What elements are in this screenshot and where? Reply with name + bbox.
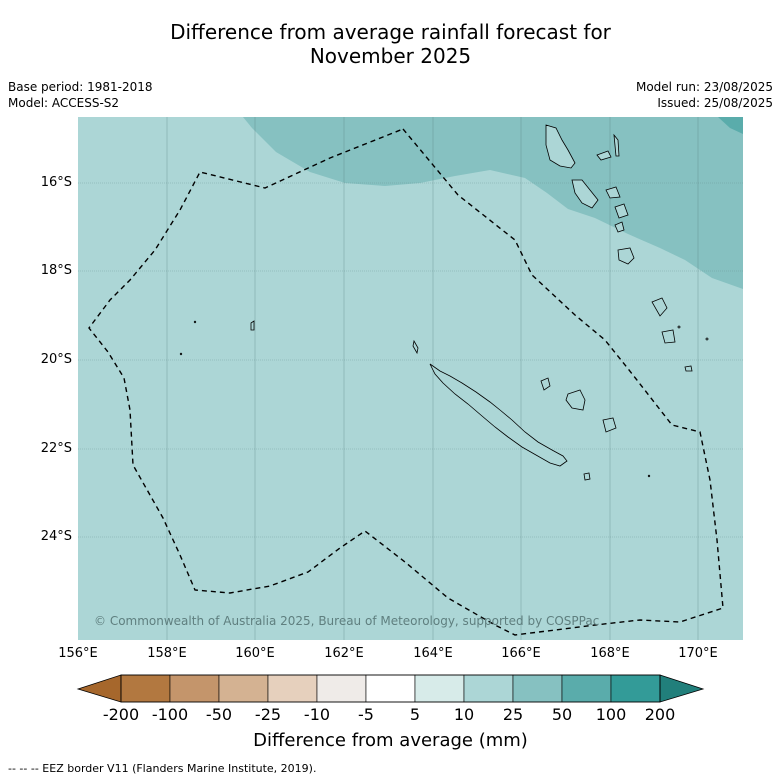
colorbar-cell — [561, 674, 612, 703]
lon-label-158e: 158°E — [147, 646, 187, 661]
run-issue-info: Model run: 23/08/2025 Issued: 25/08/2025 — [636, 79, 773, 111]
islet-c — [677, 325, 681, 329]
islet-a — [193, 320, 197, 324]
maewo — [613, 133, 620, 157]
belep-islands — [412, 339, 419, 355]
colorbar-tick-label: 100 — [595, 705, 627, 724]
lon-label-160e: 160°E — [235, 646, 275, 661]
mare — [602, 417, 617, 433]
lat-label-18s: 18°S — [40, 263, 72, 278]
lat-label-16s: 16°S — [40, 175, 72, 190]
colorbar-cell — [316, 674, 367, 703]
chart-title: Difference from average rainfall forecas… — [0, 20, 781, 68]
erromango — [617, 247, 635, 265]
isle-of-pines — [583, 472, 591, 481]
issued-text: Issued: 25/08/2025 — [657, 96, 773, 110]
efate — [614, 221, 625, 233]
colorbar-low-extend — [76, 674, 122, 703]
colorbar-frame — [120, 674, 661, 703]
lon-label-170e: 170°E — [678, 646, 718, 661]
ouvea — [540, 377, 551, 391]
colorbar-tick-label: 50 — [551, 705, 573, 724]
colorbar-tick-label: 200 — [644, 705, 676, 724]
epi-islands — [614, 203, 629, 219]
colorbar-tick-label: 25 — [502, 705, 524, 724]
islet-d — [705, 337, 709, 341]
base-model-info: Base period: 1981-2018 Model: ACCESS-S2 — [8, 79, 153, 111]
colorbar-cell — [414, 674, 465, 703]
colorbar-cells — [120, 674, 661, 703]
malekula — [571, 179, 599, 209]
lon-label-166e: 166°E — [501, 646, 541, 661]
colorbar-tick-label: -200 — [102, 705, 140, 724]
lon-label-162e: 162°E — [324, 646, 364, 661]
islet-east-2 — [684, 365, 693, 372]
colorbar-title: Difference from average (mm) — [253, 730, 528, 751]
pentecost-ambrym — [605, 186, 621, 199]
eez-footnote: -- -- -- EEZ border V11 (Flanders Marine… — [8, 762, 317, 775]
colorbar-tick-label: -5 — [358, 705, 374, 724]
band-25-50 — [243, 117, 743, 289]
gridlines — [78, 117, 743, 640]
base-period-text: Base period: 1981-2018 — [8, 80, 153, 94]
lon-label-164e: 164°E — [413, 646, 453, 661]
colorbar-tick-label: -10 — [303, 705, 331, 724]
colorbar-tick-label: -25 — [254, 705, 282, 724]
lat-label-22s: 22°S — [40, 441, 72, 456]
colorbar-cell — [610, 674, 661, 703]
lifou — [565, 389, 586, 411]
colorbar — [76, 674, 705, 703]
matthew-hunter-fiji-west — [651, 297, 668, 317]
lon-label-156e: 156°E — [58, 646, 98, 661]
model-text: Model: ACCESS-S2 — [8, 96, 120, 110]
colorbar-cell — [512, 674, 563, 703]
coastlines — [179, 124, 709, 481]
ambae — [596, 150, 612, 161]
eez-border — [88, 128, 724, 636]
islet-e — [647, 474, 651, 478]
title-line-1: Difference from average rainfall forecas… — [170, 20, 611, 44]
lat-label-20s: 20°S — [40, 352, 72, 367]
lon-label-168e: 168°E — [590, 646, 630, 661]
colorbar-cell — [463, 674, 514, 703]
new-caledonia — [429, 363, 568, 467]
colorbar-cell — [365, 674, 416, 703]
map-area — [78, 117, 743, 640]
title-line-2: November 2025 — [309, 44, 472, 68]
colorbar-tick-label: 10 — [453, 705, 475, 724]
islet-east-1 — [661, 329, 676, 344]
colorbar-high-extend — [659, 674, 705, 703]
band-50-100 — [718, 117, 743, 134]
chesterfield-islet — [250, 320, 255, 331]
colorbar-cell — [267, 674, 318, 703]
copyright-text: © Commonwealth of Australia 2025, Bureau… — [94, 614, 600, 628]
colorbar-cell — [218, 674, 269, 703]
colorbar-cell — [169, 674, 220, 703]
colorbar-tick-label: -50 — [205, 705, 233, 724]
espiritu-santo — [545, 124, 576, 169]
colorbar-tick-label: 5 — [409, 705, 421, 724]
colorbar-cell — [120, 674, 171, 703]
islet-b — [179, 352, 183, 356]
model-run-text: Model run: 23/08/2025 — [635, 80, 773, 94]
colorbar-tick-label: -100 — [151, 705, 189, 724]
lat-label-24s: 24°S — [40, 529, 72, 544]
